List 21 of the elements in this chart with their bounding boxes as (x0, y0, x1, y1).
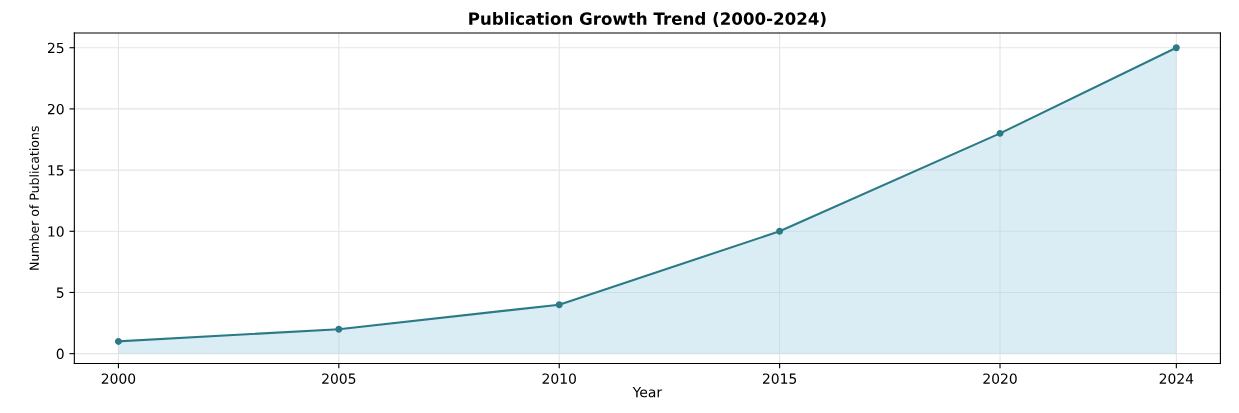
y-tick-label: 5 (56, 287, 64, 298)
y-tick-label: 0 (56, 348, 64, 360)
point (776, 227, 784, 235)
x-tick-label: 2010 (542, 373, 576, 384)
x-axis-title: Year (632, 387, 663, 398)
y-tick-label: 20 (47, 103, 64, 115)
x-tick-label: 2005 (322, 373, 356, 384)
y-axis-title: Number of Publications (29, 126, 39, 270)
x-tick-label: 2024 (1159, 373, 1194, 384)
y-tick-label: 25 (47, 42, 64, 54)
point (1172, 44, 1180, 52)
chart-title: Publication Growth Trend (2000-2024) (469, 12, 826, 27)
point (555, 301, 563, 309)
point (335, 325, 343, 333)
x-tick-label: 2000 (101, 373, 136, 384)
x-tick-label: 2020 (983, 373, 1017, 384)
point (996, 129, 1004, 137)
point (114, 337, 122, 345)
y-tick-label: 15 (48, 165, 64, 176)
y-tick-label: 10 (48, 226, 64, 237)
x-tick-label: 2015 (762, 373, 797, 384)
